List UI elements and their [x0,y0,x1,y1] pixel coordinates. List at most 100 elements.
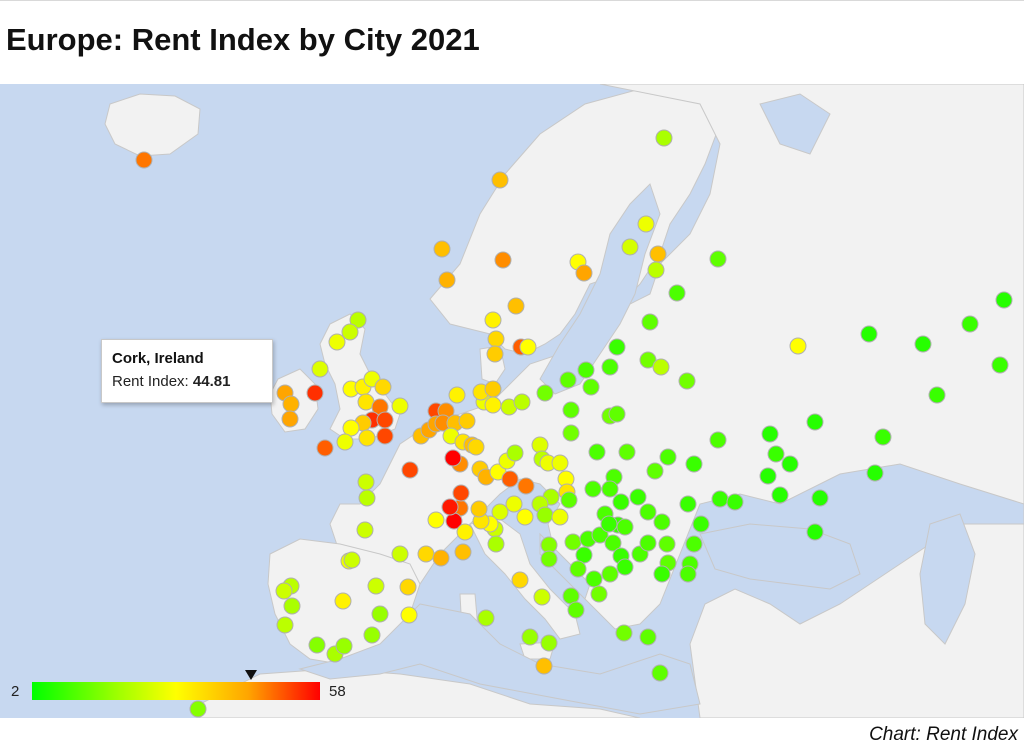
city-dot[interactable] [726,493,744,511]
city-dot[interactable] [560,491,578,509]
city-dot[interactable] [311,360,329,378]
city-dot[interactable] [604,534,622,552]
city-dot[interactable] [189,700,207,718]
city-dot[interactable] [376,427,394,445]
city-dot[interactable] [621,238,639,256]
city-dot[interactable] [458,412,476,430]
city-dot[interactable] [615,624,633,642]
city-dot[interactable] [511,571,529,589]
city-dot[interactable] [484,311,502,329]
city-dot[interactable] [336,433,354,451]
city-dot[interactable] [519,338,537,356]
city-dot[interactable] [540,550,558,568]
city-dot[interactable] [759,467,777,485]
city-dot[interactable] [448,386,466,404]
city-dot[interactable] [582,378,600,396]
europe-map[interactable] [0,84,1024,718]
city-dot[interactable] [487,535,505,553]
city-dot[interactable] [358,429,376,447]
city-dot[interactable] [685,455,703,473]
city-dot[interactable] [374,378,392,396]
city-dot[interactable] [391,545,409,563]
city-dot[interactable] [585,570,603,588]
city-dot[interactable] [533,588,551,606]
city-dot[interactable] [564,533,582,551]
city-dot[interactable] [470,500,488,518]
city-dot[interactable] [401,461,419,479]
city-dot[interactable] [618,443,636,461]
city-dot[interactable] [135,151,153,169]
city-dot[interactable] [584,480,602,498]
city-dot[interactable] [399,578,417,596]
city-dot[interactable] [789,337,807,355]
city-dot[interactable] [438,271,456,289]
city-dot[interactable] [517,477,535,495]
city-dot[interactable] [601,565,619,583]
city-dot[interactable] [506,444,524,462]
city-dot[interactable] [651,664,669,682]
city-dot[interactable] [995,291,1013,309]
city-dot[interactable] [639,534,657,552]
city-dot[interactable] [928,386,946,404]
city-dot[interactable] [376,411,394,429]
city-dot[interactable] [562,424,580,442]
city-dot[interactable] [914,335,932,353]
city-dot[interactable] [639,503,657,521]
city-dot[interactable] [341,323,359,341]
city-dot[interactable] [685,535,703,553]
city-dot[interactable] [562,401,580,419]
city-dot[interactable] [811,489,829,507]
city-dot[interactable] [646,462,664,480]
city-dot[interactable] [484,396,502,414]
city-dot[interactable] [678,372,696,390]
city-dot[interactable] [692,515,710,533]
city-dot[interactable] [575,264,593,282]
city-dot[interactable] [711,490,729,508]
city-dot[interactable] [601,480,619,498]
city-dot[interactable] [551,454,569,472]
city-dot[interactable] [649,245,667,263]
city-dot[interactable] [531,436,549,454]
city-dot[interactable] [335,637,353,655]
city-dot[interactable] [367,577,385,595]
city-dot[interactable] [276,616,294,634]
city-dot[interactable] [491,171,509,189]
city-dot[interactable] [639,351,657,369]
city-dot[interactable] [282,395,300,413]
city-dot[interactable] [308,636,326,654]
city-dot[interactable] [551,508,569,526]
city-dot[interactable] [328,333,346,351]
city-dot[interactable] [343,551,361,569]
city-dot[interactable] [679,495,697,513]
city-dot[interactable] [491,503,509,521]
city-dot[interactable] [417,545,435,563]
city-dot[interactable] [281,410,299,428]
city-dot[interactable] [658,535,676,553]
city-dot[interactable] [540,634,558,652]
city-dot[interactable] [961,315,979,333]
city-dot[interactable] [477,609,495,627]
city-dot[interactable] [567,601,585,619]
city-dot[interactable] [612,493,630,511]
city-dot[interactable] [536,384,554,402]
city-dot[interactable] [559,371,577,389]
city-dot[interactable] [767,445,785,463]
city-dot[interactable] [569,560,587,578]
city-dot[interactable] [668,284,686,302]
city-dot[interactable] [709,250,727,268]
city-dot[interactable] [536,506,554,524]
city-dot[interactable] [761,425,779,443]
city-dot[interactable] [432,549,450,567]
city-dot[interactable] [860,325,878,343]
city-dot[interactable] [647,261,665,279]
city-dot[interactable] [653,513,671,531]
city-dot[interactable] [433,240,451,258]
city-dot[interactable] [306,384,324,402]
city-dot[interactable] [356,521,374,539]
city-dot[interactable] [275,582,293,600]
city-dot[interactable] [467,438,485,456]
city-dot[interactable] [535,657,553,675]
city-dot[interactable] [679,565,697,583]
city-dot[interactable] [608,338,626,356]
city-dot[interactable] [600,515,618,533]
